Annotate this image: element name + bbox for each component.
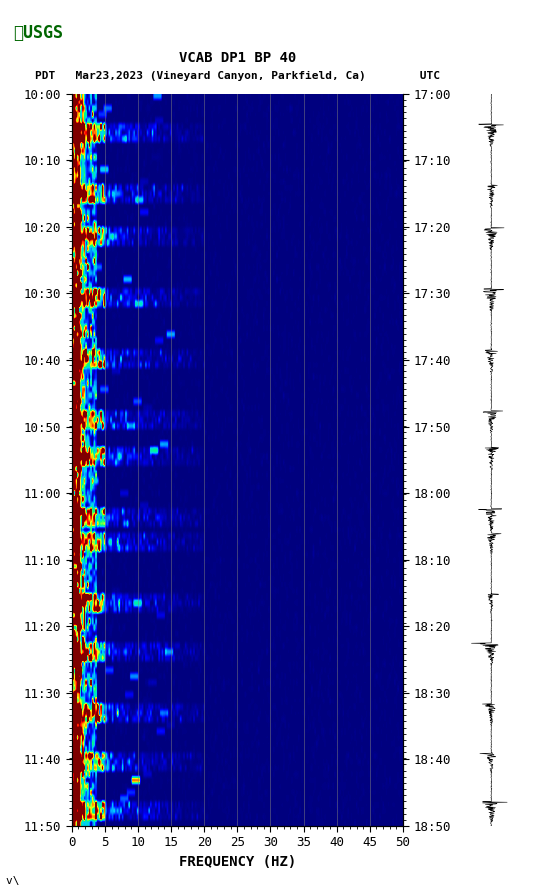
X-axis label: FREQUENCY (HZ): FREQUENCY (HZ) — [179, 855, 296, 869]
Text: v\: v\ — [6, 876, 26, 886]
Text: VCAB DP1 BP 40: VCAB DP1 BP 40 — [179, 51, 296, 65]
Text: ⊿USGS: ⊿USGS — [14, 24, 63, 43]
Text: PDT   Mar23,2023 (Vineyard Canyon, Parkfield, Ca)        UTC: PDT Mar23,2023 (Vineyard Canyon, Parkfie… — [35, 71, 440, 81]
